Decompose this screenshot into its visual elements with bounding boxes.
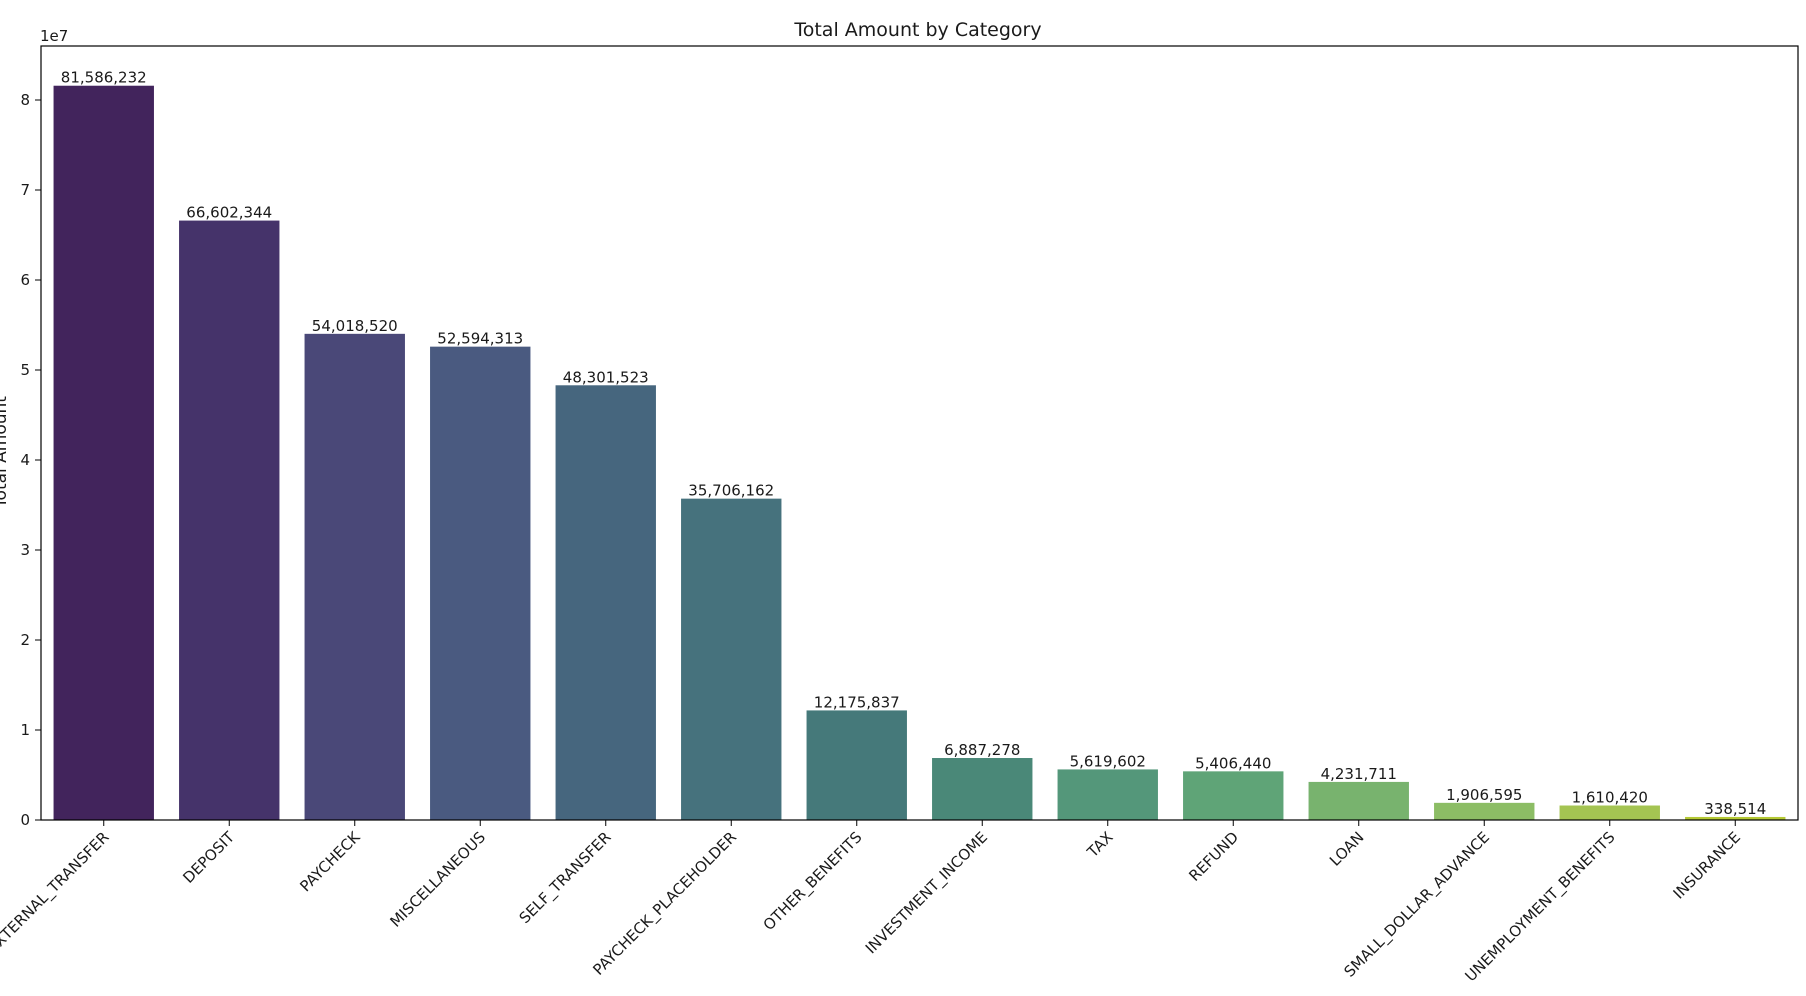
plot-frame <box>40 45 1799 821</box>
y-axis-label: Total Amount <box>0 396 11 509</box>
x-tick-label: LOAN <box>1326 828 1368 870</box>
y-tick-label: 3 <box>20 541 30 559</box>
y-tick-label: 5 <box>20 361 30 379</box>
data-label: 12,175,837 <box>814 693 900 711</box>
x-tick-label: UNEMPLOYMENT_BENEFITS <box>1462 828 1620 986</box>
bars-group <box>53 85 1786 820</box>
x-tick-label: PAYCHECK_PLACEHOLDER <box>589 828 740 979</box>
bar-external-transfer <box>53 85 154 820</box>
data-label: 81,586,232 <box>61 69 147 87</box>
y-axis: 0 1 2 3 4 5 6 7 8 <box>20 91 41 829</box>
x-tick-label: SMALL_DOLLAR_ADVANCE <box>1340 828 1493 981</box>
bar-loan <box>1308 781 1409 820</box>
data-label: 5,406,440 <box>1195 754 1271 772</box>
y-tick-label: 6 <box>20 271 30 289</box>
data-label: 338,514 <box>1704 800 1766 818</box>
x-tick-label: REFUND <box>1185 828 1242 885</box>
y-axis-offset-text: 1e7 <box>40 27 68 45</box>
bar-unemployment-benefits <box>1559 805 1660 820</box>
y-tick-label: 7 <box>20 181 30 199</box>
x-tick-label: PAYCHECK <box>296 827 364 895</box>
bar-miscellaneous <box>430 346 531 820</box>
data-label: 5,619,602 <box>1070 752 1146 770</box>
y-tick-label: 8 <box>20 91 30 109</box>
x-tick-label: DEPOSIT <box>179 828 238 887</box>
y-tick-label: 2 <box>20 631 30 649</box>
y-tick-label: 4 <box>20 451 30 469</box>
data-label: 6,887,278 <box>944 741 1020 759</box>
x-tick-label: OTHER_BENEFITS <box>760 828 867 935</box>
y-tick-label: 0 <box>20 811 30 829</box>
data-label: 48,301,523 <box>563 368 649 386</box>
bar-self-transfer <box>555 385 656 820</box>
data-label: 1,610,420 <box>1572 789 1648 807</box>
data-label: 1,906,595 <box>1446 786 1522 804</box>
y-tick-label: 1 <box>20 721 30 739</box>
bar-insurance <box>1685 816 1786 820</box>
data-label: 4,231,711 <box>1321 765 1397 783</box>
x-tick-label: MISCELLANEOUS <box>386 828 489 931</box>
data-label: 35,706,162 <box>688 482 774 500</box>
x-tick-label: INVESTMENT_INCOME <box>862 828 992 958</box>
chart-title: Total Amount by Category <box>793 19 1041 41</box>
bar-other-benefits <box>806 710 907 820</box>
bar-paycheck-placeholder <box>681 498 782 820</box>
x-axis: EXTERNAL_TRANSFER DEPOSIT PAYCHECK MISCELLA… <box>0 820 1744 986</box>
bar-deposit <box>179 220 280 820</box>
data-label: 52,594,313 <box>437 330 523 348</box>
value-labels-group: 81,586,232 66,602,344 54,018,520 52,594,313… <box>61 69 1766 818</box>
x-tick-label: EXTERNAL_TRANSFER <box>0 828 113 958</box>
data-label: 66,602,344 <box>186 204 272 222</box>
data-label: 54,018,520 <box>312 317 398 335</box>
bar-tax <box>1057 769 1158 820</box>
bar-paycheck <box>304 333 405 820</box>
x-tick-label: TAX <box>1083 828 1117 862</box>
bar-small-dollar-advance <box>1434 802 1535 820</box>
bar-refund <box>1183 771 1284 820</box>
x-tick-label: SELF_TRANSFER <box>516 828 616 928</box>
x-tick-label: INSURANCE <box>1670 828 1745 903</box>
bar-investment-income <box>932 758 1033 820</box>
